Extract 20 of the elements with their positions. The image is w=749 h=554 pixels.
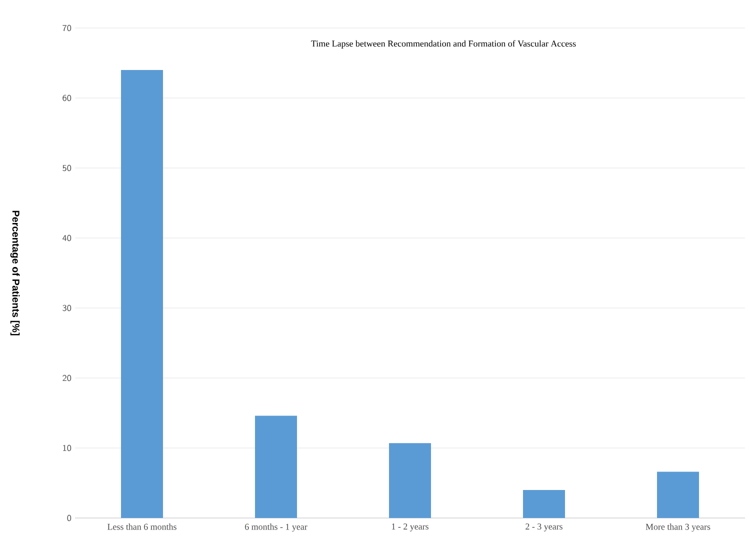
x-tick-label: More than 3 years	[646, 524, 710, 532]
bar	[657, 472, 700, 518]
bar	[121, 70, 163, 518]
y-tick-label: 0	[67, 514, 72, 522]
y-tick-label: 50	[62, 164, 72, 172]
x-tick-label: Less than 6 months	[108, 524, 176, 530]
bar	[523, 490, 566, 518]
x-tick-label: 2 - 3 years	[526, 524, 562, 532]
y-tick-label: 10	[63, 444, 72, 452]
y-tick-label: 70	[62, 24, 72, 32]
y-axis-title: Percentage of Patients [%]	[10, 210, 20, 336]
x-tick-label: 6 months - 1 year	[245, 524, 308, 532]
bar	[255, 416, 297, 518]
y-tick-label: 40	[62, 234, 72, 242]
bar	[389, 443, 432, 518]
y-tick-label: 30	[62, 304, 72, 312]
text: Time Lapse between Recommendation and Formation of Vascular Access	[311, 40, 576, 48]
y-tick-label: 60	[62, 94, 72, 102]
x-tick-label: 1 - 2 years	[392, 524, 428, 532]
y-tick-label: 20	[62, 374, 72, 382]
